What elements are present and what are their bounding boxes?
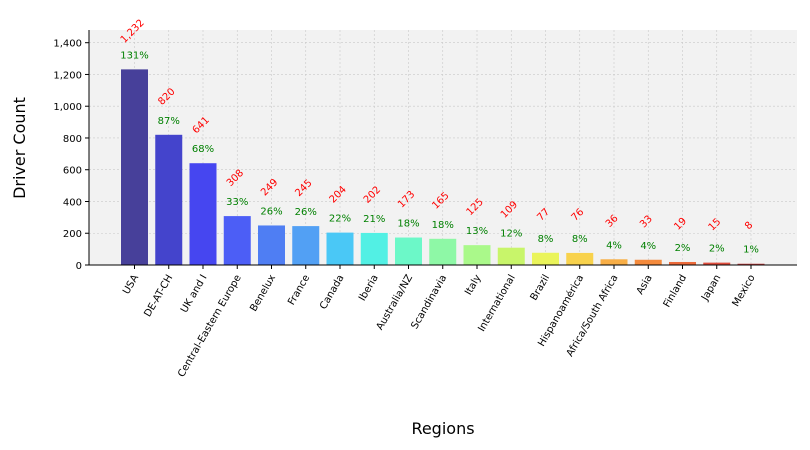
percent-label: 68% [192,144,214,155]
percent-label: 2% [709,244,725,255]
x-tick-label: Finland [662,273,689,309]
bar [497,247,525,265]
x-tick-label: International [476,273,517,334]
percent-label: 8% [572,234,588,245]
percent-label: 13% [466,226,488,237]
x-tick-label: France [286,273,312,307]
percent-label: 26% [260,206,282,217]
x-tick-label: Japan [699,273,723,304]
x-tick-label: Italy [463,273,483,297]
bar [737,263,765,265]
bar [703,262,731,265]
bar [566,252,594,265]
percent-label: 87% [158,116,180,127]
bar [532,252,559,265]
x-tick-label: UK and I [179,273,210,315]
bar [189,163,217,265]
x-tick-label: Scandinavia [409,273,449,331]
percent-label: 18% [432,220,454,231]
bar [395,237,422,265]
x-tick-label: Iberia [357,273,381,303]
x-tick-label: DE-AT-CH [142,273,175,319]
x-tick-label: Mexico [731,273,758,309]
y-tick-label: 800 [63,134,82,145]
y-tick-label: 600 [63,166,82,177]
y-axis-ticks: 0 200 400 600 800 1,000 1,200 1,400 [53,39,89,272]
percent-label: 2% [675,243,691,254]
percent-label: 131% [120,50,149,61]
percent-label: 4% [640,241,656,252]
percent-label: 8% [538,234,554,245]
bar [600,259,628,265]
bars [121,69,765,265]
bar [292,226,320,265]
percent-label: 22% [329,214,351,225]
y-axis-title: Driver Count [10,97,29,199]
percent-label: 26% [295,207,317,218]
bar [360,232,388,265]
percent-label: 18% [397,219,419,230]
y-tick-label: 0 [76,261,82,272]
x-tick-label: Central-Eastern Europe [176,273,244,379]
bar [669,261,696,265]
x-tick-label: Australia/NZ [375,273,416,332]
x-tick-label: Canada [318,273,347,311]
y-tick-label: 200 [63,229,82,240]
bar [463,245,491,265]
percent-label: 12% [500,229,522,240]
y-tick-label: 1,200 [53,70,82,81]
x-axis-title: Regions [411,419,474,438]
x-tick-label: Asia [635,273,655,297]
y-tick-label: 1,400 [53,39,82,50]
x-tick-label: USA [121,273,141,297]
bar [121,69,148,265]
bar [258,225,285,265]
percent-label: 21% [363,214,385,225]
x-tick-label: Brazil [529,273,552,303]
percent-label: 1% [743,245,759,256]
bar [634,259,662,265]
bar [155,134,183,265]
bar [429,238,457,265]
percent-label: 4% [606,240,622,251]
bar [223,216,251,265]
bar [326,232,354,265]
y-tick-label: 1,000 [53,102,82,113]
y-tick-label: 400 [63,197,82,208]
percent-label: 33% [226,197,248,208]
x-tick-label: Benelux [248,273,278,314]
